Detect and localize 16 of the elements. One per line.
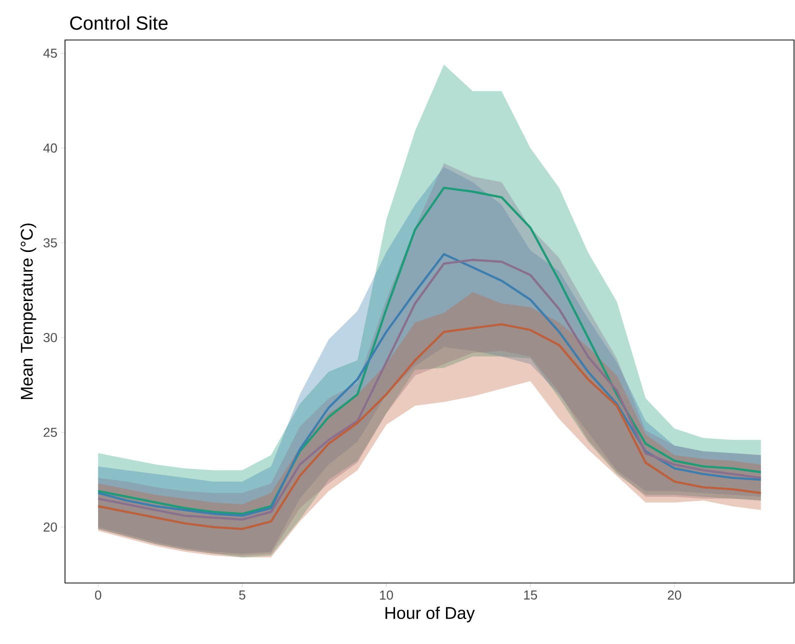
- y-tick-label: 20: [44, 522, 57, 532]
- x-tick-label: 0: [95, 590, 102, 600]
- y-tick-label: 40: [43, 143, 57, 153]
- line-series: [97, 186, 762, 515]
- chart-title: Control Site: [70, 16, 168, 30]
- x-tick-label: 20: [668, 590, 682, 600]
- y-tick-label: 35: [44, 238, 57, 248]
- line-series: [97, 323, 762, 530]
- x-tick-label: 15: [524, 590, 538, 600]
- y-tick-label: 25: [44, 428, 57, 437]
- x-tick-label: 5: [239, 590, 246, 600]
- y-tick-label: 45: [43, 48, 57, 58]
- x-axis-title: Hour of Day: [386, 606, 475, 622]
- x-tick-label: 10: [380, 590, 393, 600]
- y-tick-label: 30: [44, 332, 57, 342]
- y-axis-title: Mean Temperature (°C): [20, 224, 36, 400]
